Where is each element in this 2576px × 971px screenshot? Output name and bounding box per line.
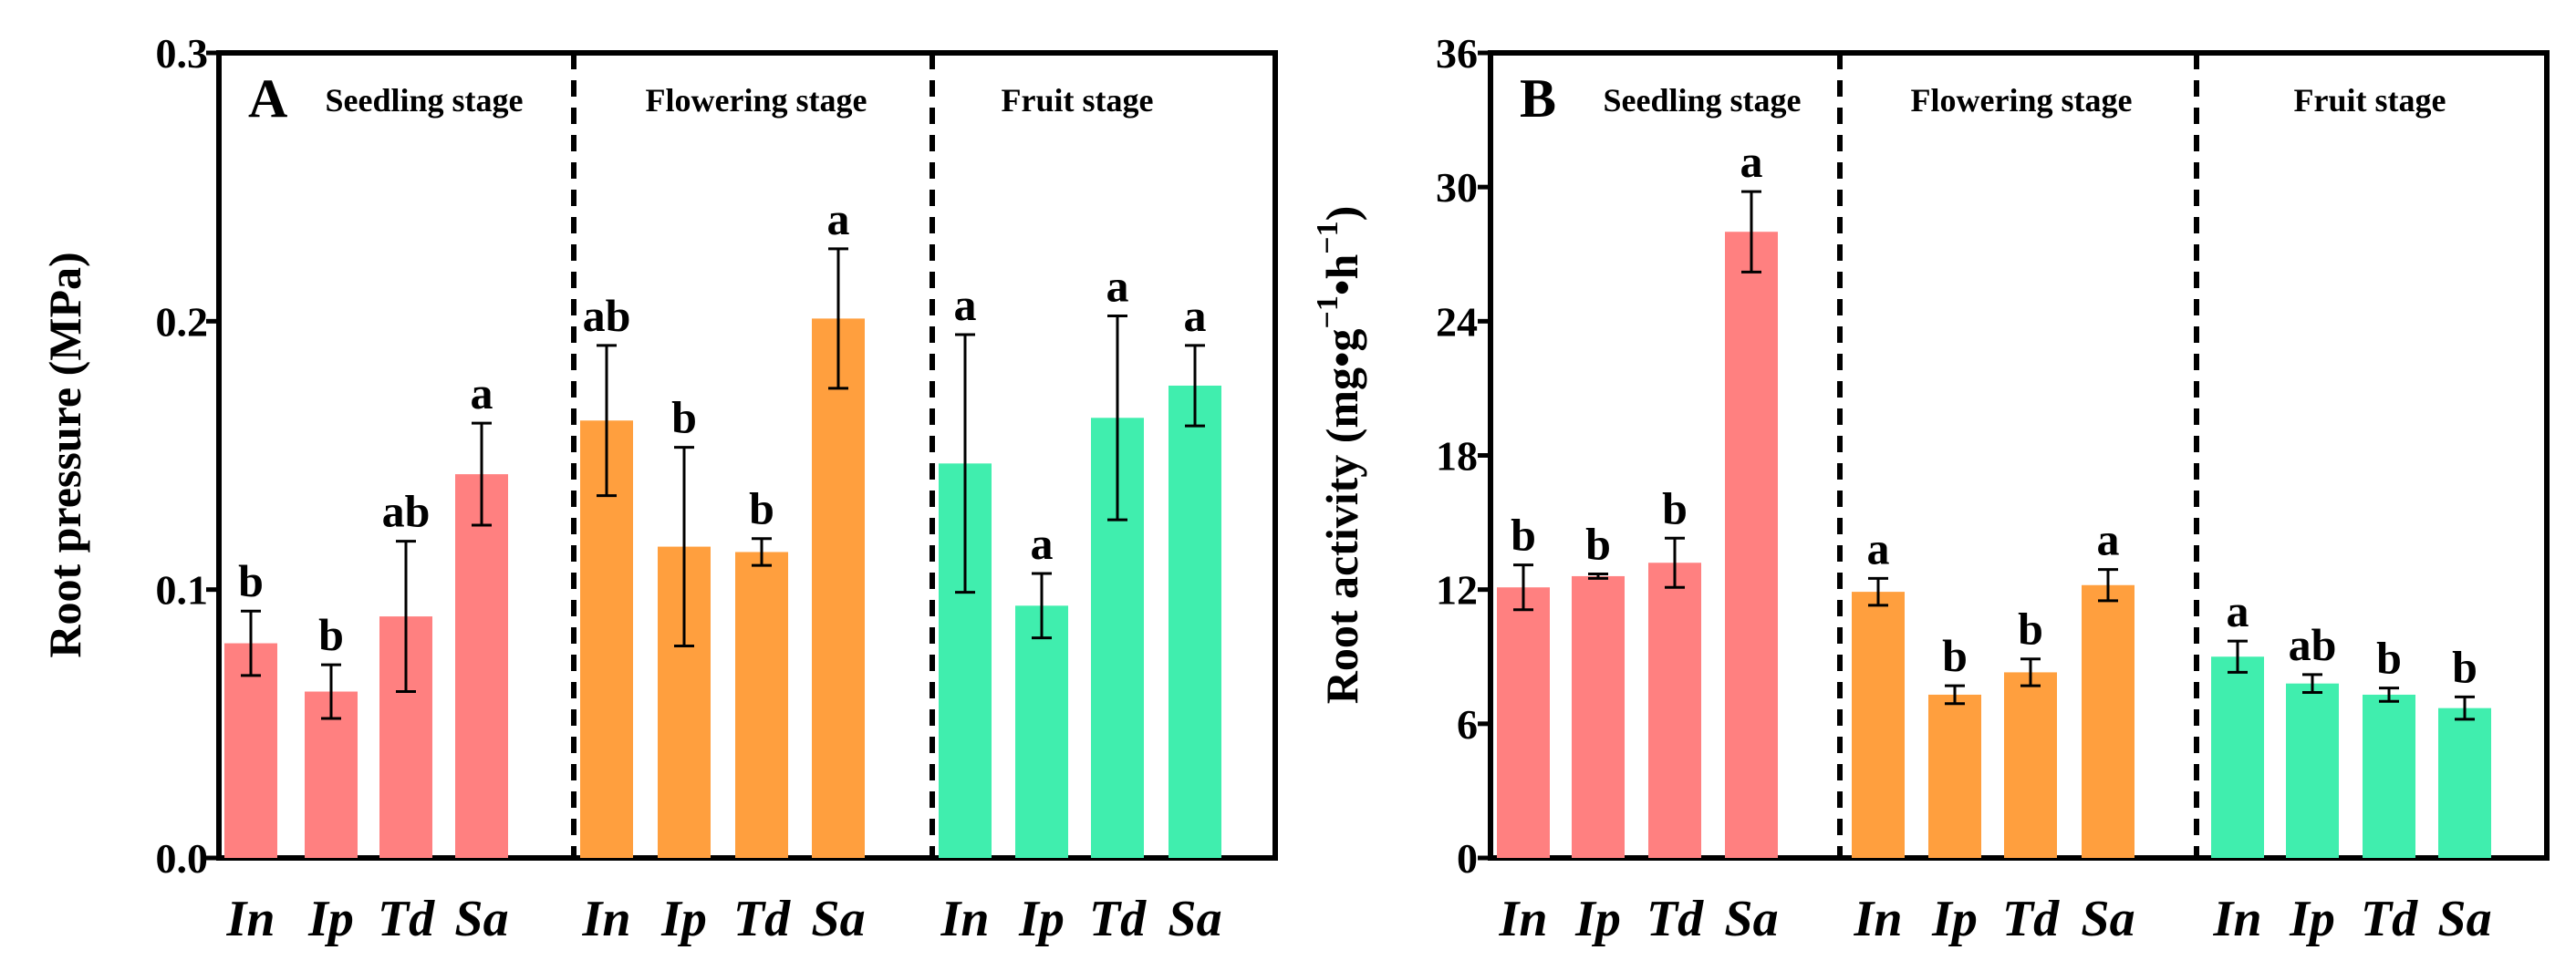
panel-b-y-tick-label: 0 [1457,835,1478,882]
panel-b-bar [1572,575,1625,858]
panel-b-bar [2211,656,2264,858]
panel-a-y-axis-label: Root pressure (MPa) [39,252,90,657]
panel-a-significance-letter: a [1184,290,1207,341]
panel-b-y-tick-label: 30 [1436,164,1478,211]
panel-b-significance-letter: a [1740,136,1763,187]
panel-b-y-tick-label: 18 [1436,433,1478,480]
panel-b-bar [2286,683,2339,858]
panel-a-x-category-label: Ip [660,891,707,947]
panel-a-significance-letter: b [238,555,264,606]
panel-b-ylabel-mid: •h [1316,254,1367,296]
panel-b-y-tick-label: 12 [1436,567,1478,614]
panel-a-x-category-label: Td [378,891,435,947]
panel-a-bar [455,474,508,858]
panel-b-label: B [1520,68,1556,129]
panel-a-x-category-label: Sa [811,891,865,947]
panel-b-significance-letter: b [1942,630,1968,681]
panel-b-x-category-label: Td [2361,891,2418,947]
panel-a-x-category-label: Sa [454,891,508,947]
panel-a-y-tick-label: 0.2 [156,298,209,345]
panel-b-bar [1648,563,1701,858]
panel-b-bar [1928,694,1981,858]
panel-b-stage-title: Seedling stage [1603,82,1801,119]
panel-a-significance-letter: a [954,279,977,330]
panel-b-x-category-label: Ip [2289,891,2335,947]
panel-b-ylabel-sup1: −1 [1311,295,1345,328]
panel-b-bar [2363,694,2415,858]
panel-a-x-category-label: In [940,891,990,947]
panel-b-significance-letter: a [2227,585,2249,636]
panel-a-significance-letter: a [827,193,850,244]
panel-a-bar [224,643,277,858]
panel-a-bar [1169,385,1221,858]
panel-b-significance-letter: ab [2289,619,2337,670]
panel-a-bar [735,552,788,858]
panel-a-stage-title: Seedling stage [325,82,523,119]
panel-a-x-category-label: In [582,891,631,947]
panel-a-y-tick-label: 0.3 [156,30,209,77]
panel-a-x-category-label: Sa [1168,891,1221,947]
panel-a-significance-letter: b [749,483,774,534]
panel-a-stage-title: Fruit stage [1002,82,1154,119]
panel-b-significance-letter: b [2376,633,2402,684]
panel-b-significance-letter: b [2018,604,2043,655]
panel-a-x-category-label: Td [1089,891,1147,947]
panel-a-marks: 0.0 0.1 0.2 0.3 Seedling stage Flowering stag… [156,30,1222,947]
panel-b-x-category-label: Td [2002,891,2060,947]
panel-b: B Root activity (mg•g−1•h−1) 06121824303… [1311,30,2550,947]
panel-a-significance-letter: ab [382,486,431,537]
panel-a-x-category-label: Ip [1018,891,1065,947]
panel-a-y-tick-label: 0.1 [156,567,209,614]
panel-b-x-category-label: In [1499,891,1548,947]
panel-b-significance-letter: b [2452,641,2477,692]
panel-b-y-tick-label: 24 [1436,298,1478,345]
panel-a-x-category-label: Ip [307,891,354,947]
panel-b-significance-letter: b [1511,510,1536,561]
panel-b-significance-letter: b [1585,518,1611,569]
panel-b-bar [2082,584,2135,858]
panel-b-ylabel-end: ) [1316,206,1367,222]
panel-b-x-category-label: Sa [2081,891,2135,947]
panel-b-y-tick-label: 6 [1457,701,1478,748]
panel-a-significance-letter: b [671,392,697,443]
panel-b-significance-letter: a [1867,522,1890,573]
panel-b-bar [1725,232,1778,858]
panel-b-bar [1852,592,1905,858]
panel-a-significance-letter: a [471,367,493,418]
panel-b-marks: 0 6 12 18 24 30 36 Seedling stage Flowering stag… [1436,30,2492,947]
panel-a-x-category-label: Td [733,891,791,947]
panel-a-bar [812,318,865,858]
panel-a-stage-title: Flowering stage [646,82,867,119]
panel-a-significance-letter: a [1031,518,1054,569]
panel-b-x-category-label: Sa [1724,891,1778,947]
panel-b-x-category-label: Ip [1574,891,1621,947]
panel-a-label: A [248,68,287,129]
panel-b-x-category-label: Ip [1931,891,1978,947]
panel-b-bar [2004,672,2057,858]
panel-a-significance-letter: ab [583,290,631,341]
panel-b-significance-letter: b [1662,482,1688,533]
panel-b-x-category-label: In [1854,891,1903,947]
panel-b-bar [2438,708,2491,858]
panel-b-x-category-label: Td [1646,891,1704,947]
panel-b-x-category-label: Sa [2437,891,2491,947]
panel-b-stage-title: Fruit stage [2294,82,2446,119]
panel-b-x-category-label: In [2213,891,2262,947]
panel-b-stage-title: Flowering stage [1911,82,2133,119]
panel-b-ylabel-sup2: −1 [1311,221,1345,253]
panel-a: A Root pressure (MPa) 0.0 0.1 0.2 0.3 Seedli… [39,30,1278,947]
panel-a-x-category-label: In [226,891,275,947]
panel-a-y-tick-label: 0.0 [156,835,209,882]
panel-b-ylabel-main: Root activity (mg•g [1316,328,1367,704]
panel-b-y-tick-label: 36 [1436,30,1478,77]
panel-a-significance-letter: a [1106,260,1129,311]
panel-a-significance-letter: b [318,609,344,660]
panel-a-bar [1015,605,1068,858]
panel-b-significance-letter: a [2097,514,2120,565]
panel-b-y-axis-label: Root activity (mg•g−1•h−1) [1311,206,1367,705]
panel-b-bar [1497,587,1550,858]
